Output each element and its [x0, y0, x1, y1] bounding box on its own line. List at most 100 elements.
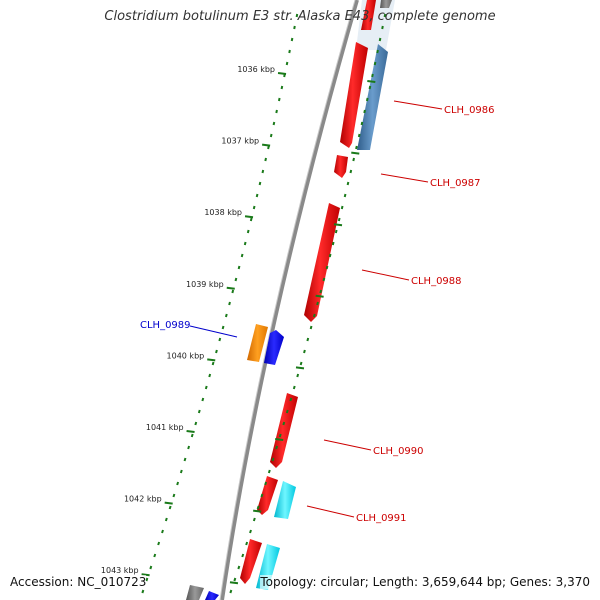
- leader-line-clh0991: [306, 505, 355, 518]
- outer-tick-ring-dot: [271, 457, 275, 462]
- inner-tick-ring-dot: [280, 85, 284, 90]
- tick-label: 1039 kbp: [186, 280, 224, 289]
- gene-arrow-clh0989-blue: [264, 330, 284, 365]
- leader-line-clh0990: [323, 439, 372, 451]
- gene-arrow-clh0988: [304, 203, 340, 322]
- inner-tick-ring-dot: [261, 169, 265, 174]
- inner-tick-ring-dot: [215, 349, 218, 354]
- major-tick-mark: [226, 286, 235, 290]
- genome-backbone-highlight: [219, 0, 356, 600]
- tick-label: 1043 kbp: [101, 566, 139, 575]
- outer-tick-ring-dot: [306, 337, 310, 342]
- outer-major-tick-mark: [253, 509, 262, 513]
- outer-tick-ring-dot: [331, 241, 335, 246]
- tick-layer: 1036 kbp 1037 kbp 1038 kbp 1039 kbp 1040 kbp…: [101, 13, 387, 594]
- gene-arrow-clh0990: [270, 393, 298, 468]
- inner-tick-ring-dot: [293, 25, 296, 30]
- outer-tick-ring-dot: [316, 301, 319, 306]
- outer-tick-ring-dot: [282, 421, 286, 426]
- inner-tick-ring-dot: [269, 133, 273, 138]
- inner-tick-ring-dot: [243, 241, 247, 246]
- topology-text: Topology: circular; Length: 3,659,644 bp…: [260, 575, 590, 589]
- inner-tick-ring-dot: [249, 217, 253, 222]
- inner-tick-ring-dot: [277, 97, 281, 102]
- inner-tick-ring-dot: [224, 313, 228, 318]
- outer-major-tick-mark: [295, 366, 305, 370]
- tick-label: 1037 kbp: [221, 137, 259, 146]
- outer-tick-ring-dot: [296, 373, 300, 378]
- gene-label-layer: CLH_0986 CLH_0987 CLH_0988 CLH_0989 CLH_…: [140, 100, 495, 524]
- outer-tick-ring-dot: [381, 25, 384, 30]
- inner-tick-ring-dot: [264, 157, 267, 162]
- inner-tick-ring-dot: [218, 337, 222, 342]
- gene-label-clh0989: CLH_0989: [140, 320, 191, 331]
- outer-tick-ring-dot: [349, 169, 353, 174]
- inner-tick-ring-dot: [288, 49, 291, 54]
- outer-tick-ring-dot: [275, 445, 279, 450]
- inner-tick-ring-dot: [208, 373, 212, 378]
- tick-label: 1042 kbp: [124, 495, 162, 504]
- outer-tick-ring-dot: [303, 349, 306, 354]
- gene-arrow-clh0991-cyan: [274, 481, 296, 519]
- outer-tick-ring-dot: [241, 553, 245, 558]
- gene-arrow-bottom-gray: [186, 585, 204, 600]
- inner-tick-ring-dot: [240, 253, 244, 258]
- tick-label: 1036 kbp: [237, 65, 275, 74]
- inner-tick-ring-dot: [172, 493, 176, 498]
- outer-tick-ring-dot: [264, 481, 268, 486]
- inner-tick-ring-dot: [258, 181, 262, 186]
- inner-tick-ring-dot: [272, 121, 276, 126]
- outer-major-tick-mark: [229, 581, 239, 585]
- outer-tick-ring-dot: [245, 541, 249, 546]
- outer-tick-ring-dot: [378, 37, 382, 42]
- genome-backbone: [220, 0, 359, 600]
- gene-arrow-bottom-blue: [205, 591, 219, 600]
- gene-label-clh0986: CLH_0986: [444, 105, 495, 116]
- inner-tick-ring-dot: [153, 553, 157, 558]
- inner-tick-ring-dot: [295, 13, 299, 18]
- inner-tick-ring-dot: [179, 469, 183, 474]
- tick-label: 1041 kbp: [146, 423, 184, 432]
- outer-tick-ring-dot: [352, 157, 355, 162]
- inner-tick-ring-dot: [275, 109, 278, 114]
- inner-tick-ring-dot: [164, 517, 168, 522]
- inner-tick-ring-dot: [187, 445, 191, 450]
- inner-tick-ring-dot: [211, 361, 215, 366]
- outer-major-tick-mark: [351, 151, 360, 155]
- accession-text: Accession: NC_010723: [10, 575, 147, 589]
- major-tick-mark: [261, 143, 271, 147]
- outer-tick-ring-dot: [373, 61, 377, 66]
- inner-tick-ring-dot: [204, 385, 208, 390]
- gene-label-clh0988: CLH_0988: [411, 276, 462, 287]
- major-tick-mark: [277, 72, 287, 75]
- inner-tick-ring-dot: [145, 577, 149, 582]
- outer-tick-ring-dot: [260, 493, 264, 498]
- outer-tick-ring-dot: [278, 433, 282, 438]
- inner-tick-ring-dot: [149, 565, 153, 570]
- outer-tick-ring-dot: [376, 49, 379, 54]
- gene-label-clh0991: CLH_0991: [356, 513, 407, 524]
- outer-tick-ring-dot: [252, 517, 256, 522]
- inner-tick-ring-dot: [290, 37, 294, 42]
- inner-tick-ring-dot: [176, 481, 180, 486]
- gene-arrow-top-gray: [380, 0, 392, 8]
- map-title: Clostridium botulinum E3 str. Alaska E43…: [104, 9, 496, 24]
- leader-line-clh0986: [393, 100, 443, 110]
- outer-tick-ring-dot: [328, 253, 332, 258]
- inner-tick-ring-dot: [246, 229, 250, 234]
- outer-tick-ring-dot: [357, 133, 361, 138]
- outer-tick-ring-dot: [360, 121, 364, 126]
- inner-tick-ring-dot: [161, 529, 164, 534]
- outer-tick-ring-dot: [233, 577, 237, 582]
- outer-tick-ring-dot: [334, 229, 338, 234]
- outer-tick-ring-dot: [256, 505, 260, 510]
- gene-arrow-top-red: [361, 0, 376, 30]
- inner-tick-ring-dot: [190, 433, 194, 438]
- major-tick-mark: [207, 358, 216, 362]
- major-tick-mark: [141, 573, 150, 577]
- inner-tick-ring-dot: [183, 457, 187, 462]
- outer-major-tick-mark: [367, 80, 376, 83]
- outer-tick-ring-dot: [363, 109, 366, 114]
